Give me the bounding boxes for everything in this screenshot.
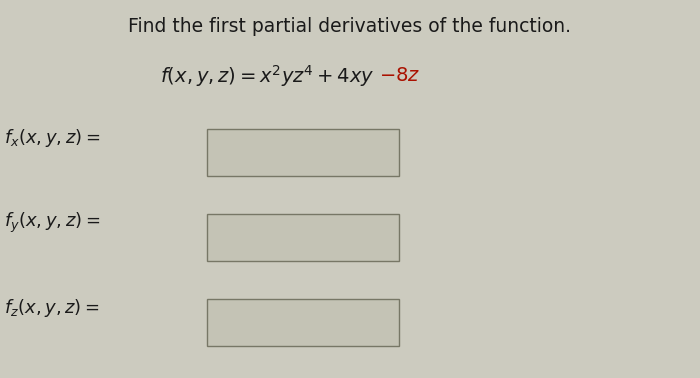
Text: $- 8z$: $- 8z$ [379, 66, 421, 85]
Bar [206, 214, 399, 261]
Bar [206, 299, 399, 346]
Text: $f_x(x, y, z) =$: $f_x(x, y, z) =$ [4, 127, 99, 149]
Bar [206, 129, 399, 176]
Text: $f_z(x, y, z) =$: $f_z(x, y, z) =$ [4, 297, 99, 319]
Text: $f(x, y, z) = x^2yz^4 + 4xy$: $f(x, y, z) = x^2yz^4 + 4xy$ [160, 63, 374, 88]
Text: $f_y(x, y, z) =$: $f_y(x, y, z) =$ [4, 211, 99, 235]
Text: Find the first partial derivatives of the function.: Find the first partial derivatives of th… [129, 17, 571, 36]
